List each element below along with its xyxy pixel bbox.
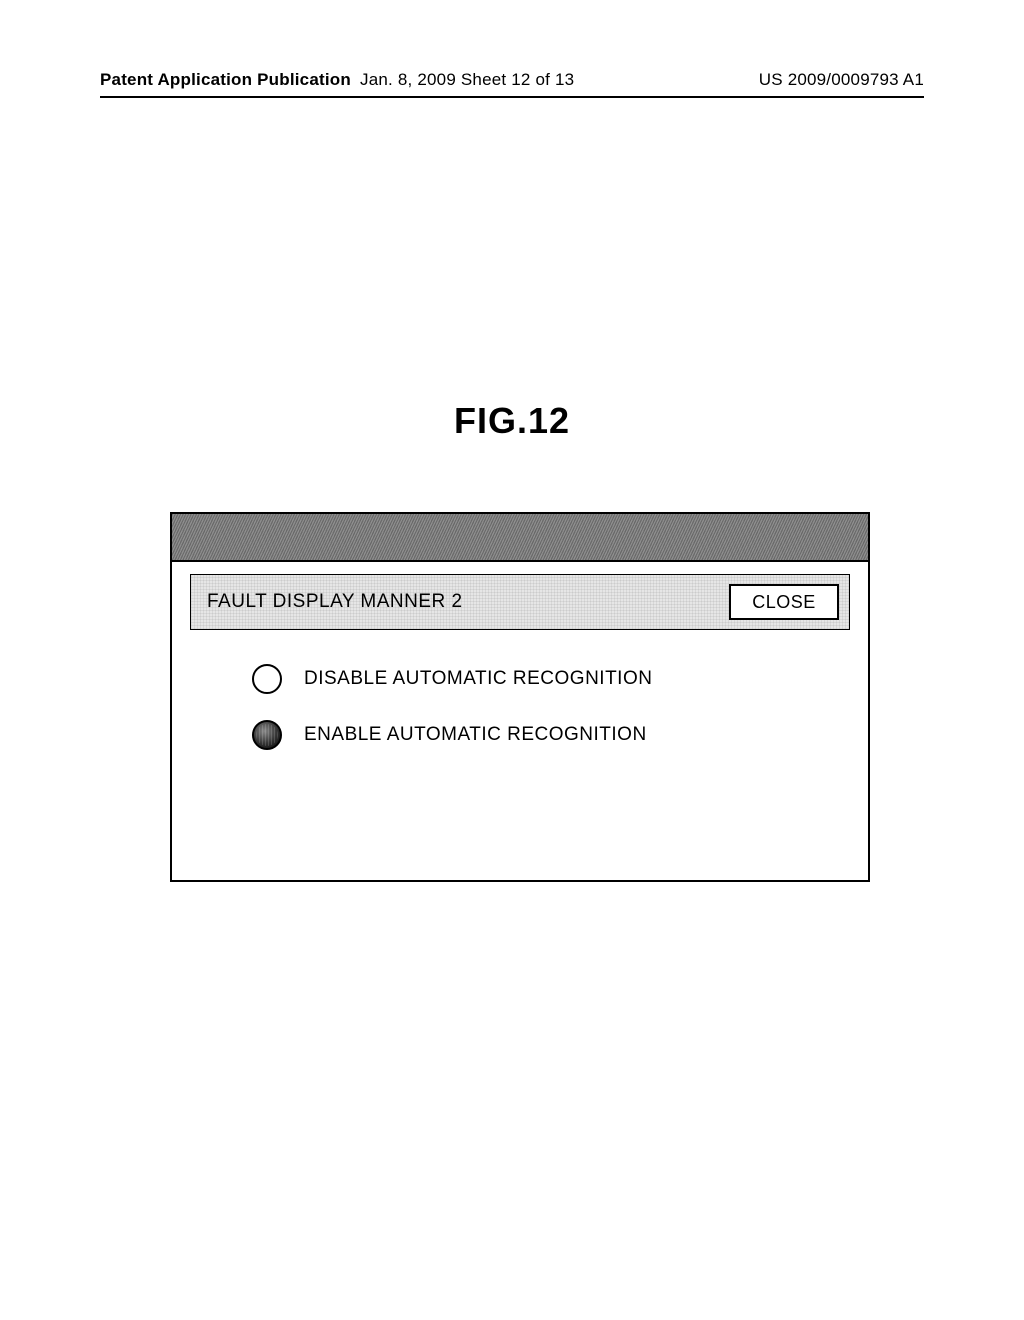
dialog-title: FAULT DISPLAY MANNER 2 [207,591,463,613]
page-header: Patent Application Publication Jan. 8, 2… [100,70,924,90]
radio-label: ENABLE AUTOMATIC RECOGNITION [304,724,647,746]
radio-label: DISABLE AUTOMATIC RECOGNITION [304,668,652,690]
header-right: US 2009/0009793 A1 [759,70,924,90]
close-button-label: CLOSE [752,592,816,613]
radio-option-disable[interactable]: DISABLE AUTOMATIC RECOGNITION [252,664,652,694]
radio-icon [252,720,282,750]
close-button[interactable]: CLOSE [729,584,839,620]
radio-icon [252,664,282,694]
radio-option-enable[interactable]: ENABLE AUTOMATIC RECOGNITION [252,720,647,750]
dialog-header-strip: FAULT DISPLAY MANNER 2 CLOSE [190,574,850,630]
dialog-window: FAULT DISPLAY MANNER 2 CLOSE DISABLE AUT… [170,512,870,882]
figure-label: FIG.12 [0,400,1024,442]
dialog-titlebar [172,514,868,562]
header-left: Patent Application Publication [100,70,351,90]
header-middle: Jan. 8, 2009 Sheet 12 of 13 [360,70,574,90]
header-rule [100,96,924,98]
